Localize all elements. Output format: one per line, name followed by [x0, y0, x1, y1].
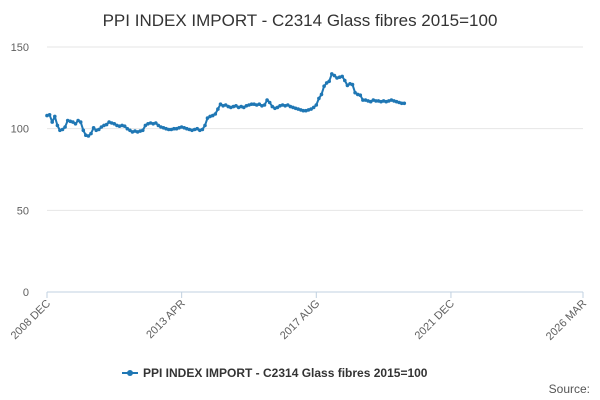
data-point[interactable] — [213, 112, 218, 116]
data-point[interactable] — [200, 127, 205, 132]
data-point[interactable] — [358, 93, 363, 97]
data-point[interactable] — [242, 105, 246, 110]
y-axis: 0 50 100 150 — [11, 42, 29, 299]
data-point[interactable] — [249, 102, 254, 106]
data-point[interactable] — [402, 101, 407, 106]
data-point[interactable] — [78, 120, 83, 124]
data-point[interactable] — [345, 83, 350, 88]
data-point[interactable] — [309, 107, 313, 111]
legend[interactable]: PPI INDEX IMPORT - C2314 Glass fibres 20… — [122, 366, 428, 380]
data-point[interactable] — [314, 103, 319, 107]
data-point[interactable] — [361, 98, 365, 102]
data-point[interactable] — [374, 99, 378, 103]
data-point[interactable] — [343, 78, 347, 83]
data-point[interactable] — [257, 102, 262, 106]
data-point[interactable] — [301, 108, 306, 113]
data-point[interactable] — [262, 103, 267, 107]
data-point[interactable] — [112, 122, 117, 126]
data-point[interactable] — [332, 73, 337, 78]
data-point[interactable] — [270, 104, 275, 109]
legend-marker — [127, 370, 133, 376]
data-point[interactable] — [317, 96, 321, 101]
x-tick-label: 2008 DEC — [9, 298, 53, 342]
series-group — [45, 72, 407, 138]
data-point[interactable] — [399, 101, 404, 106]
data-point[interactable] — [353, 90, 357, 95]
data-point[interactable] — [143, 123, 148, 128]
source-label: Source: — [549, 382, 590, 396]
data-point[interactable] — [47, 113, 52, 117]
x-tick-label: 2021 DEC — [413, 298, 457, 342]
y-tick-label: 100 — [11, 124, 29, 136]
data-point[interactable] — [141, 128, 145, 133]
data-point[interactable] — [166, 127, 171, 132]
y-tick-label: 0 — [23, 287, 29, 299]
data-point[interactable] — [172, 126, 176, 131]
data-point[interactable] — [216, 107, 220, 111]
data-point[interactable] — [340, 74, 345, 79]
data-point[interactable] — [223, 103, 228, 107]
data-point[interactable] — [125, 126, 130, 131]
data-point[interactable] — [122, 124, 127, 128]
grid — [47, 46, 583, 293]
x-axis: 2008 DEC 2013 APR 2017 AUG 2021 DEC 2026 MAR — [9, 291, 589, 343]
data-point[interactable] — [154, 121, 158, 125]
data-point[interactable] — [53, 114, 57, 119]
data-point[interactable] — [73, 122, 78, 126]
chart-title: PPI INDEX IMPORT - C2314 Glass fibres 20… — [103, 11, 498, 30]
data-point[interactable] — [71, 120, 75, 124]
data-point[interactable] — [156, 123, 161, 128]
data-point[interactable] — [86, 134, 91, 138]
data-point[interactable] — [319, 92, 324, 97]
data-point[interactable] — [104, 122, 109, 127]
data-point[interactable] — [267, 100, 272, 105]
data-point[interactable] — [327, 79, 332, 84]
y-tick-label: 150 — [11, 42, 29, 54]
data-point[interactable] — [91, 126, 96, 130]
data-point[interactable] — [60, 127, 65, 132]
data-point[interactable] — [195, 126, 199, 131]
y-tick-label: 50 — [17, 205, 29, 217]
data-point[interactable] — [76, 118, 80, 123]
data-point[interactable] — [311, 105, 316, 110]
data-point[interactable] — [55, 123, 60, 128]
x-tick-label: 2017 AUG — [278, 298, 322, 342]
data-point[interactable] — [81, 128, 86, 133]
data-point[interactable] — [218, 102, 223, 106]
data-point[interactable] — [89, 131, 93, 136]
x-tick-label: 2013 APR — [144, 298, 188, 342]
data-point[interactable] — [210, 113, 215, 118]
data-point[interactable] — [97, 127, 101, 132]
data-point[interactable] — [50, 120, 54, 124]
data-point[interactable] — [203, 123, 207, 128]
data-point[interactable] — [368, 99, 373, 104]
data-point[interactable] — [330, 72, 334, 76]
data-point[interactable] — [99, 125, 104, 129]
data-point[interactable] — [234, 104, 238, 108]
data-point[interactable] — [205, 116, 210, 120]
data-point[interactable] — [350, 82, 355, 87]
data-point[interactable] — [322, 84, 326, 88]
data-point[interactable] — [286, 103, 290, 107]
data-point[interactable] — [265, 98, 269, 102]
data-point[interactable] — [63, 125, 67, 129]
x-tick-label: 2026 MAR — [544, 298, 589, 343]
legend-label: PPI INDEX IMPORT - C2314 Glass fibres 20… — [143, 366, 428, 380]
